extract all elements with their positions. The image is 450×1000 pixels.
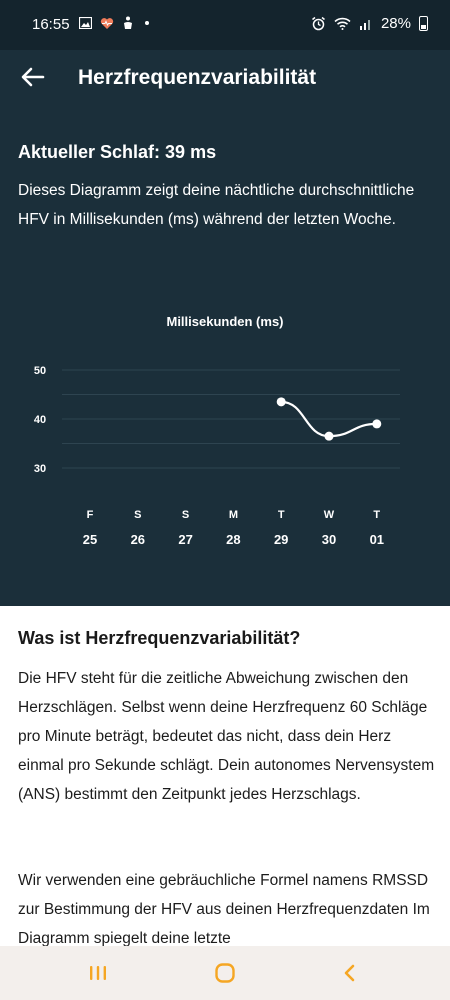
recent-apps-icon — [90, 966, 106, 980]
chart-y-tick-label: 40 — [34, 414, 46, 426]
gallery-icon — [79, 17, 92, 29]
fitness-icon — [124, 16, 132, 29]
chart-x-day-number: 26 — [131, 532, 145, 547]
chart-x-day-letter: T — [373, 509, 380, 521]
system-nav-bar — [0, 946, 450, 1000]
chart-x-day-number: 29 — [274, 532, 288, 547]
chart-x-day-letter: F — [87, 509, 94, 521]
chart-x-day-letter: S — [182, 509, 189, 521]
signal-icon — [359, 20, 370, 30]
article-heading: Was ist Herzfrequenzvariabilität? — [18, 628, 301, 648]
chart-data-point — [276, 397, 286, 407]
hrv-chart: Millisekunden (ms) 50 40 30 F S S M T W T 25 26 27 28 2… — [0, 300, 450, 560]
chart-title: Millisekunden (ms) — [166, 314, 283, 329]
chart-x-day-letter: T — [278, 509, 285, 521]
chart-data-point — [372, 419, 382, 429]
chart-x-day-number: 30 — [322, 532, 336, 547]
heart-rate-icon — [100, 17, 114, 29]
chart-x-day-letter: M — [229, 509, 238, 521]
chart-y-tick-label: 50 — [34, 365, 46, 377]
article-paragraph-2: Wir verwenden eine gebräuchliche Formel … — [18, 872, 430, 947]
back-button[interactable] — [328, 956, 372, 990]
back-arrow-icon[interactable] — [18, 62, 48, 92]
battery-icon — [419, 16, 428, 31]
chart-x-day-letter: W — [324, 509, 335, 521]
page-title: Herzfrequenzvariabilität — [78, 66, 317, 89]
status-bar: 16:55 28% — [0, 0, 450, 50]
status-time: 16:55 — [32, 16, 70, 33]
chart-x-day-number: 28 — [226, 532, 240, 547]
status-left-icons — [79, 16, 152, 30]
article-section: Was ist Herzfrequenzvariabilität? Die HF… — [0, 606, 450, 976]
current-sleep-value: Aktueller Schlaf: 39 ms — [18, 142, 217, 162]
app-bar: Herzfrequenzvariabilität — [0, 50, 450, 108]
chart-x-day-number: 25 — [83, 532, 97, 547]
status-right-icons: 28% — [311, 15, 428, 32]
battery-percent: 28% — [380, 15, 411, 32]
dot-icon — [145, 21, 149, 25]
hero-section: Aktueller Schlaf: 39 ms Dieses Diagramm … — [0, 108, 450, 606]
recent-apps-button[interactable] — [76, 956, 120, 990]
chart-x-day-number: 27 — [178, 532, 192, 547]
back-chevron-icon — [344, 964, 355, 982]
alarm-icon — [312, 16, 325, 31]
home-icon — [215, 963, 235, 983]
chart-data-point — [324, 431, 334, 441]
article-paragraph-1: Die HFV steht für die zeitliche Abweichu… — [18, 670, 435, 803]
home-button[interactable] — [203, 956, 247, 990]
chart-x-day-number: 01 — [370, 532, 384, 547]
hrv-chart-svg: Millisekunden (ms) 50 40 30 F S S M T W T 25 26 27 28 2… — [34, 314, 400, 547]
chart-x-day-letter: S — [134, 509, 141, 521]
chart-y-tick-label: 30 — [34, 463, 46, 475]
wifi-icon — [334, 17, 351, 30]
chart-description: Dieses Diagramm zeigt deine nächtliche d… — [18, 182, 415, 228]
